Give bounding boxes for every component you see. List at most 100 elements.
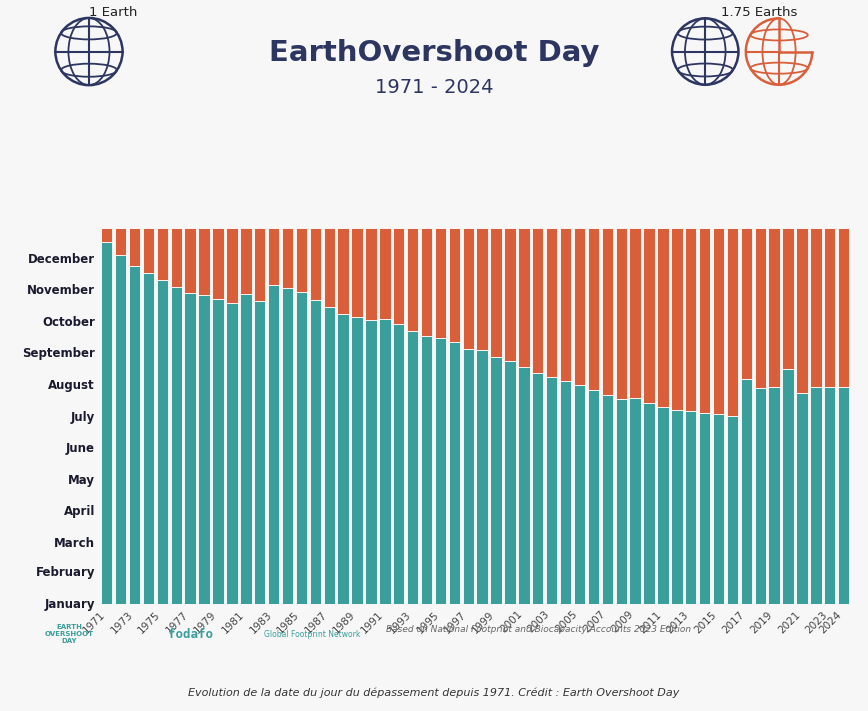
Bar [365, 228, 377, 321]
Bar [213, 299, 224, 604]
Bar [810, 387, 822, 604]
Bar [365, 321, 377, 604]
Bar [282, 289, 293, 604]
Bar [532, 228, 543, 373]
Bar [407, 228, 418, 331]
Bar [727, 417, 738, 604]
Text: Evolution de la date du jour du dépassement depuis 1971. Crédit : Earth Overshoo: Evolution de la date du jour du dépassem… [188, 688, 680, 698]
Bar [142, 273, 155, 604]
Bar [713, 415, 724, 604]
Bar [296, 292, 307, 604]
Bar [796, 228, 808, 392]
Bar [393, 324, 404, 604]
Bar [657, 228, 668, 407]
Bar [518, 228, 529, 367]
Bar [379, 228, 391, 319]
Bar [352, 228, 363, 317]
Bar [338, 228, 349, 314]
Bar [588, 390, 599, 604]
Bar [838, 228, 850, 387]
Bar [685, 411, 696, 604]
Bar [115, 228, 127, 255]
Bar [504, 228, 516, 360]
Bar [685, 228, 696, 411]
Bar [142, 228, 155, 273]
Bar [310, 300, 321, 604]
Bar [602, 395, 613, 604]
Bar [671, 410, 682, 604]
Bar [254, 228, 266, 301]
Text: 1971 - 2024: 1971 - 2024 [375, 78, 493, 97]
Text: EARTH
OVERSHOOT
DAY: EARTH OVERSHOOT DAY [45, 624, 94, 644]
Bar [782, 228, 793, 369]
Bar [407, 331, 418, 604]
Bar [421, 228, 432, 336]
Text: Global Footprint Network: Global Footprint Network [264, 630, 361, 638]
Bar [379, 319, 391, 604]
Bar [727, 228, 738, 417]
Bar [643, 403, 654, 604]
Bar [560, 381, 571, 604]
Bar [740, 379, 752, 604]
Text: fodafo: fodafo [168, 628, 214, 641]
Bar [240, 228, 252, 294]
Text: Based on National Footprint and Biocapacity Accounts 2023 Edition: Based on National Footprint and Biocapac… [385, 625, 691, 634]
Bar [157, 228, 168, 280]
Text: 1.75 Earths: 1.75 Earths [721, 6, 798, 19]
Bar [824, 228, 836, 387]
Bar [199, 294, 210, 604]
Bar [546, 228, 557, 378]
Bar [463, 228, 474, 349]
Bar [477, 228, 488, 351]
Text: EarthOvershoot Day: EarthOvershoot Day [269, 39, 599, 68]
Bar [810, 228, 822, 387]
Bar [477, 351, 488, 604]
Text: 1 Earth: 1 Earth [89, 6, 137, 19]
Bar [449, 342, 460, 604]
Bar [574, 228, 585, 385]
Bar [199, 228, 210, 294]
Bar [310, 228, 321, 300]
Bar [240, 294, 252, 604]
Bar [338, 314, 349, 604]
Bar [629, 398, 641, 604]
Bar [657, 407, 668, 604]
Bar [602, 228, 613, 395]
Bar [435, 228, 446, 338]
Bar [504, 360, 516, 604]
Bar [268, 228, 279, 285]
Bar [546, 378, 557, 604]
Bar [518, 367, 529, 604]
Bar [296, 228, 307, 292]
Bar [754, 387, 766, 604]
Bar [754, 228, 766, 387]
Bar [782, 369, 793, 604]
Bar [352, 317, 363, 604]
Bar [449, 228, 460, 342]
Bar [796, 392, 808, 604]
Bar [574, 385, 585, 604]
Bar [227, 303, 238, 604]
Bar [157, 280, 168, 604]
Bar [671, 228, 682, 410]
Bar [615, 399, 627, 604]
Bar [185, 292, 196, 604]
Bar [629, 228, 641, 398]
Bar [171, 287, 182, 604]
Bar [435, 338, 446, 604]
Bar [324, 307, 335, 604]
Bar [171, 228, 182, 287]
Bar [213, 228, 224, 299]
Bar [324, 228, 335, 307]
Bar [560, 228, 571, 381]
Bar [532, 373, 543, 604]
Bar [643, 228, 654, 403]
Bar [699, 228, 710, 413]
Bar [713, 228, 724, 415]
Bar [588, 228, 599, 390]
Bar [128, 266, 141, 604]
Bar [254, 301, 266, 604]
Bar [490, 228, 502, 357]
Bar [699, 413, 710, 604]
Bar [615, 228, 627, 399]
